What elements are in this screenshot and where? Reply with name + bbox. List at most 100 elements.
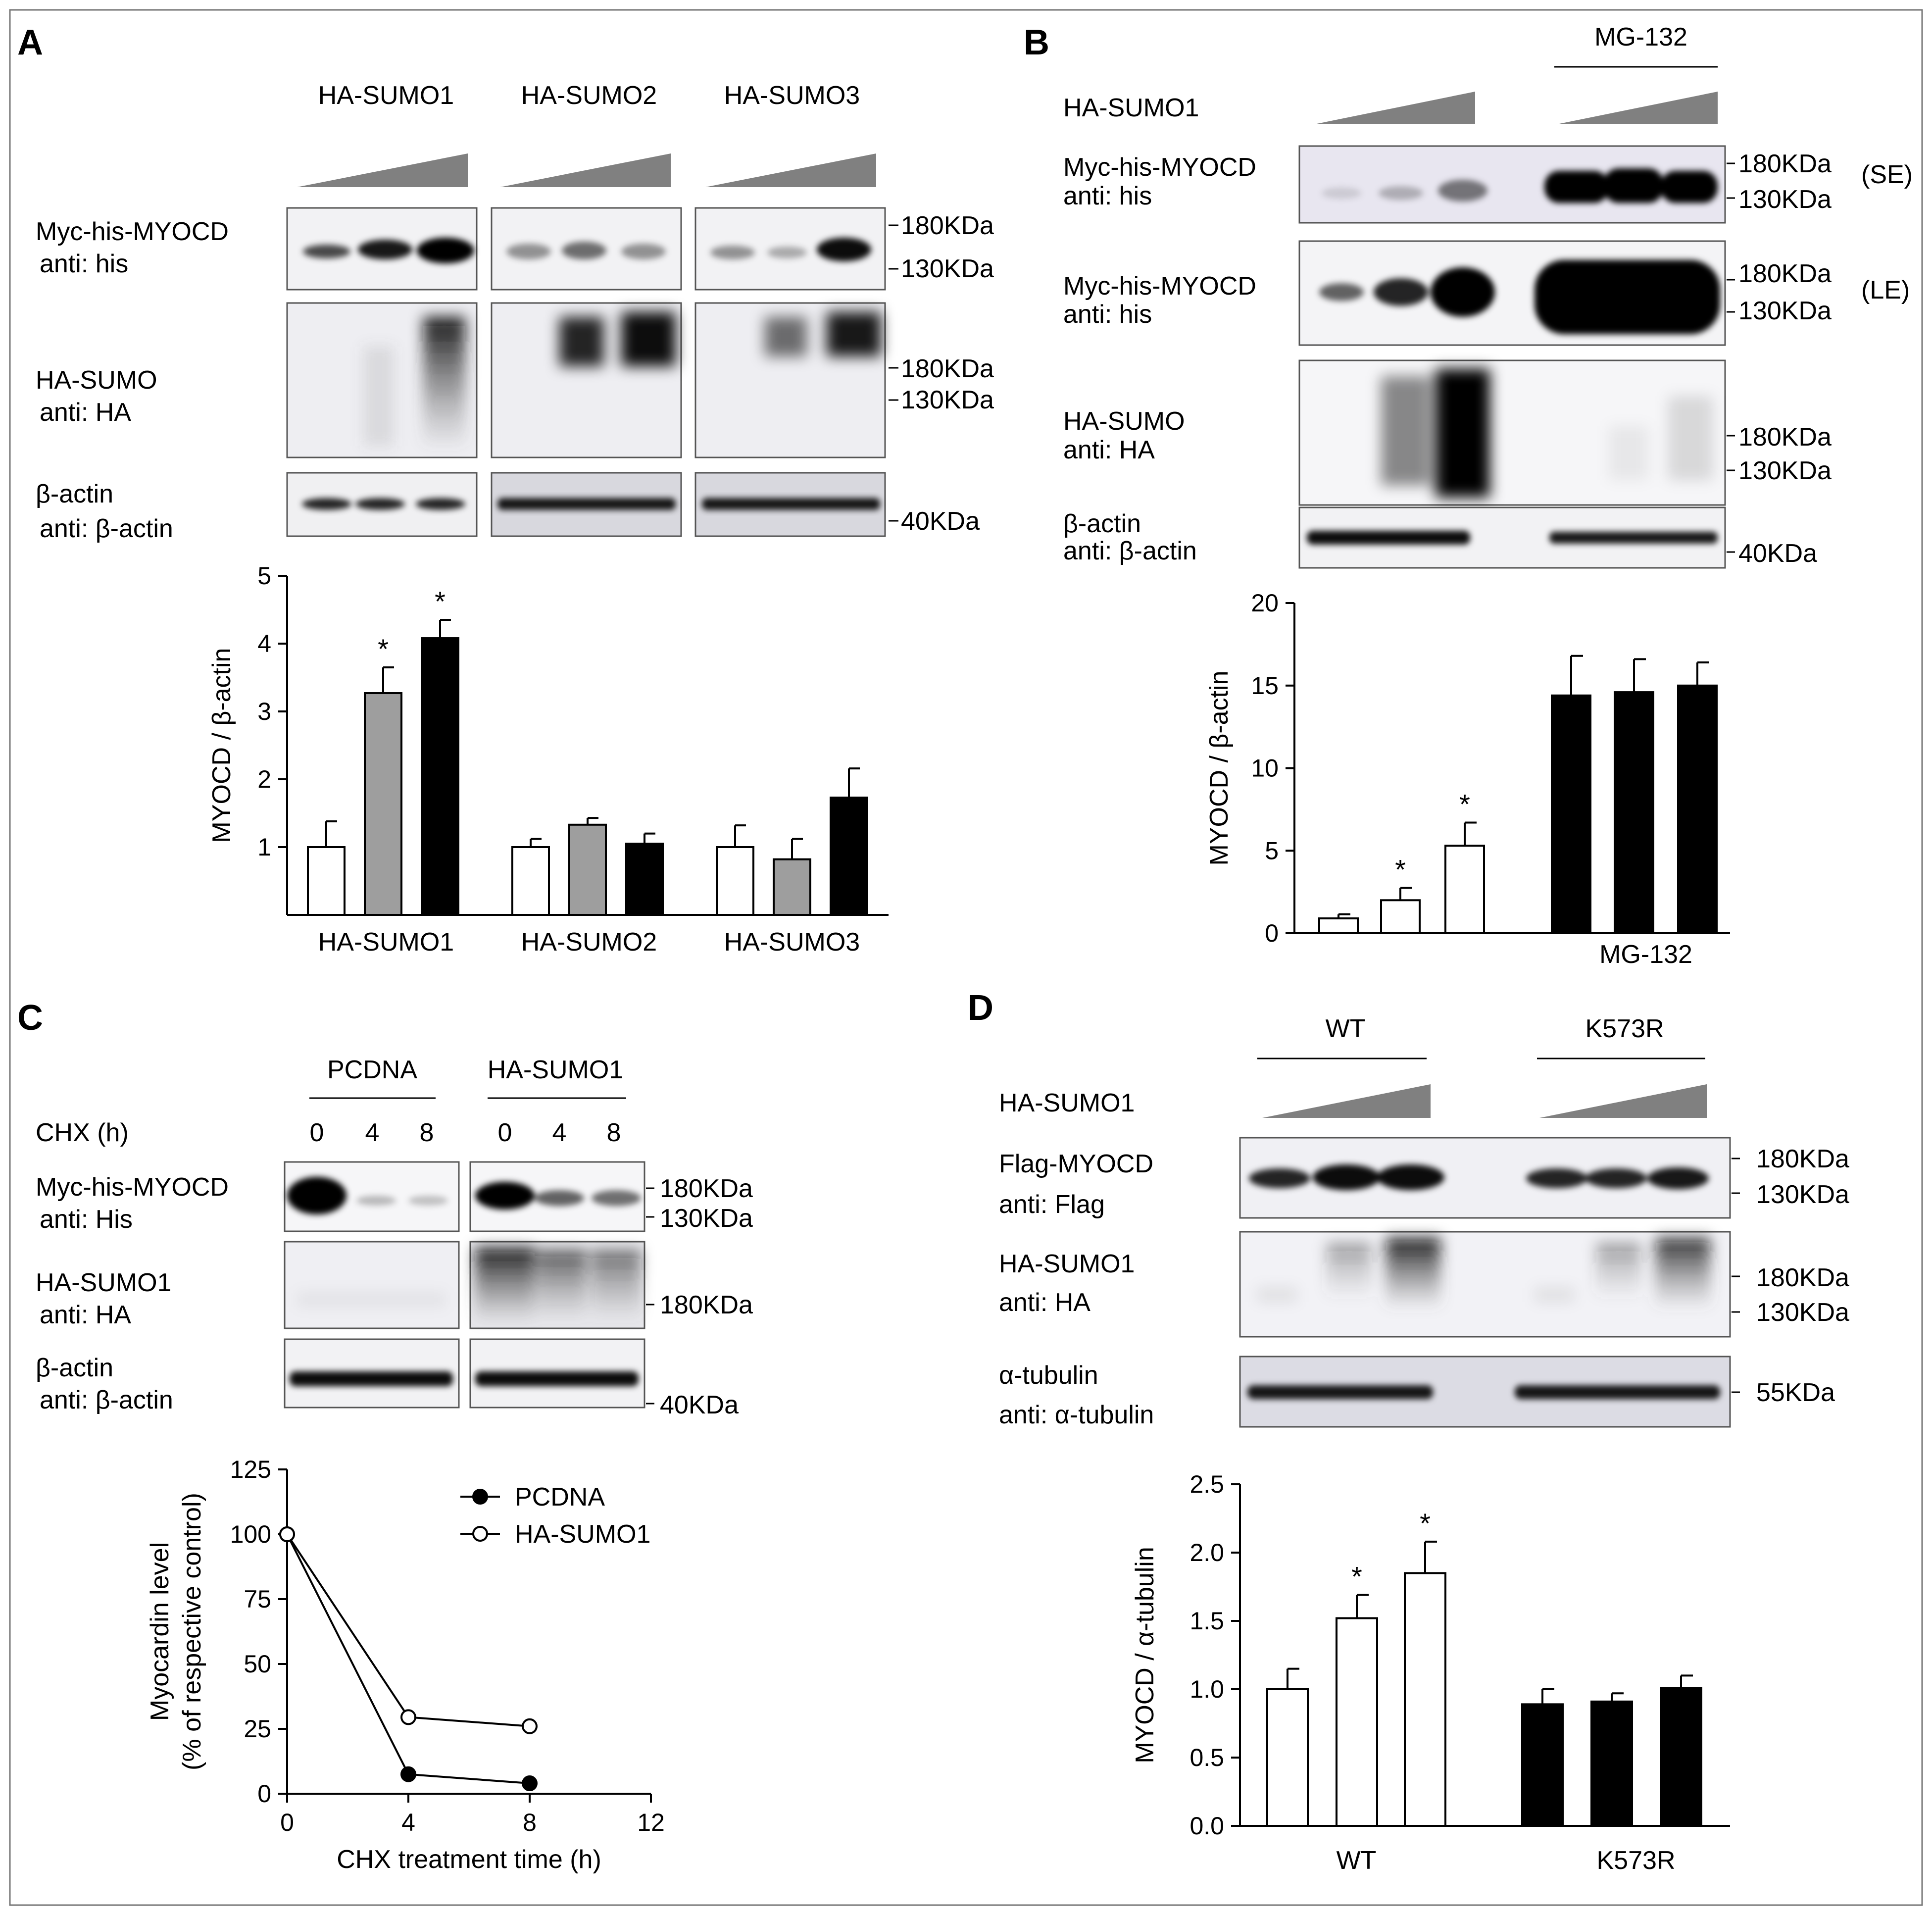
chartD-significance: * [1351, 1561, 1362, 1592]
b-marker-se-130: 130KDa [1738, 185, 1832, 214]
chartA-significance: * [378, 633, 389, 664]
chartB-bar [1318, 917, 1359, 934]
b-marker-ha-180: 180KDa [1738, 423, 1832, 452]
chartB-bar [1380, 899, 1421, 935]
d-sumo1-label: HA-SUMO1 [999, 1089, 1135, 1117]
chartD-category-label: K573R [1597, 1846, 1676, 1875]
b-row3-line1: HA-SUMO [1063, 407, 1185, 436]
c-y-label-line1: Myocardin level [146, 1542, 174, 1721]
c-time-5: 4 [552, 1118, 567, 1147]
c-xtick-label: 12 [637, 1809, 665, 1836]
d-row3-line2: anti: α-tubulin [999, 1401, 1154, 1429]
chartA-y-label: MYOCD / β-actin [207, 648, 236, 843]
chartD-significance: * [1420, 1508, 1431, 1539]
chartB-ytick-label: 15 [1251, 672, 1279, 700]
d-row1-line1: Flag-MYOCD [999, 1150, 1153, 1178]
chartD-ytick-label: 0.0 [1189, 1812, 1224, 1840]
c-xtick-label: 4 [401, 1809, 415, 1836]
b-marker-le-130: 130KDa [1738, 297, 1832, 325]
chartD-category-label: WT [1337, 1846, 1377, 1875]
chartD-ytick-label: 0.5 [1189, 1744, 1224, 1771]
panel-a: A HA-SUMO1 HA-SUMO2 HA-SUMO3 Myc-his-MYO… [17, 23, 994, 957]
c-blot-actin [284, 1338, 645, 1409]
c-row2-line1: HA-SUMO1 [36, 1268, 171, 1297]
b-marker-ha-130: 130KDa [1738, 456, 1832, 485]
d-markers [1732, 1158, 1740, 1393]
c-time-3: 8 [420, 1118, 434, 1147]
c-time-6: 8 [607, 1118, 621, 1147]
c-xtick-label: 0 [280, 1809, 294, 1836]
chartA-ytick-label: 1 [257, 833, 271, 861]
a-blot-his [286, 207, 886, 291]
a-blot-ha [286, 302, 886, 458]
chartA-category-label: HA-SUMO2 [521, 928, 657, 957]
c-ytick-label: 50 [244, 1650, 271, 1678]
chartB-ytick-label: 10 [1251, 755, 1279, 782]
b-marker-se-180: 180KDa [1738, 150, 1832, 178]
b-dose-wedge-1 [1317, 92, 1475, 124]
c-ytick-label: 100 [230, 1520, 271, 1548]
d-dose-wedge-1 [1262, 1084, 1431, 1118]
b-row3-line2: anti: HA [1063, 436, 1155, 464]
chartA-significance: * [435, 586, 446, 617]
b-row2-line1: Myc-his-MYOCD [1063, 272, 1256, 301]
c-marker-ha-180: 180KDa [660, 1291, 753, 1319]
chartB-bar [1614, 691, 1654, 934]
d-marker-flag-180: 180KDa [1756, 1145, 1849, 1173]
b-mg132-label: MG-132 [1594, 23, 1687, 51]
chartD-ytick-label: 1.5 [1189, 1607, 1224, 1635]
b-row1-line2: anti: his [1063, 182, 1152, 210]
b-marker-actin-40: 40KDa [1738, 539, 1817, 568]
a-marker-his-180: 180KDa [901, 211, 994, 240]
panel-c: C PCDNA HA-SUMO1 CHX (h) 0 4 8 0 4 8 Myc… [17, 998, 753, 1874]
chartB-y-label: MYOCD / β-actin [1205, 671, 1234, 866]
c-row2-line2: anti: HA [40, 1301, 131, 1329]
chartA-ytick-label: 3 [257, 698, 271, 725]
a-bar-chart: 1 2 3 4 5 MYOCD / β-actin * * HA-SUMO1 HA-SUMO2 HA… [207, 562, 889, 957]
d-blot-ha [1239, 1231, 1731, 1338]
chartA-bar [625, 843, 664, 916]
c-row3-line1: β-actin [36, 1354, 113, 1382]
chartA-bar [421, 637, 459, 916]
c-markers [646, 1187, 654, 1405]
c-legend-marker-2 [472, 1526, 488, 1542]
a-group-label-1: HA-SUMO1 [318, 81, 454, 110]
panel-d-letter: D [968, 988, 993, 1028]
chartB-ytick-label: 0 [1265, 919, 1279, 947]
b-row1-line1: Myc-his-MYOCD [1063, 153, 1256, 182]
c-blot-his [284, 1161, 645, 1232]
chartD-bar [1521, 1703, 1564, 1827]
chartA-category-label: HA-SUMO3 [724, 928, 860, 957]
b-markers [1727, 162, 1735, 553]
a-row3-line1: β-actin [36, 480, 113, 508]
d-dose-wedge-2 [1539, 1084, 1707, 1118]
chartD-bar [1336, 1617, 1378, 1827]
a-group-label-2: HA-SUMO2 [521, 81, 657, 110]
c-blot-ha [284, 1241, 645, 1329]
d-marker-flag-130: 130KDa [1756, 1180, 1849, 1209]
b-tag-se: (SE) [1861, 160, 1913, 189]
c-marker-his-180: 180KDa [660, 1174, 753, 1203]
c-ytick-label: 25 [244, 1715, 271, 1743]
chartA-bar [830, 796, 868, 916]
c-legend-marker-1 [472, 1489, 488, 1505]
c-series-line-2 [286, 1533, 530, 1727]
c-data-point [400, 1766, 416, 1782]
chartA-bar [716, 846, 754, 916]
b-row2-line2: anti: his [1063, 300, 1152, 329]
chartA-bar [773, 858, 811, 916]
a-marker-his-130: 130KDa [901, 254, 994, 283]
c-data-point [522, 1775, 538, 1792]
chartB-ytick-label: 5 [1265, 837, 1279, 864]
panel-b-letter: B [1024, 23, 1049, 62]
b-tag-le: (LE) [1861, 276, 1910, 304]
d-group-label-1: WT [1326, 1014, 1366, 1043]
c-marker-actin-40: 40KDa [660, 1391, 739, 1419]
c-chx-label: CHX (h) [36, 1118, 129, 1147]
chartD-bar [1404, 1572, 1446, 1827]
c-row3-line2: anti: β-actin [40, 1386, 173, 1414]
a-markers [889, 224, 898, 522]
b-row4-line2: anti: β-actin [1063, 537, 1197, 565]
d-bar-chart: 0.0 0.5 1.0 1.5 2.0 2.5 MYOCD / α-tubulin * * WT K… [1131, 1470, 1730, 1875]
b-blot-actin [1298, 506, 1726, 569]
